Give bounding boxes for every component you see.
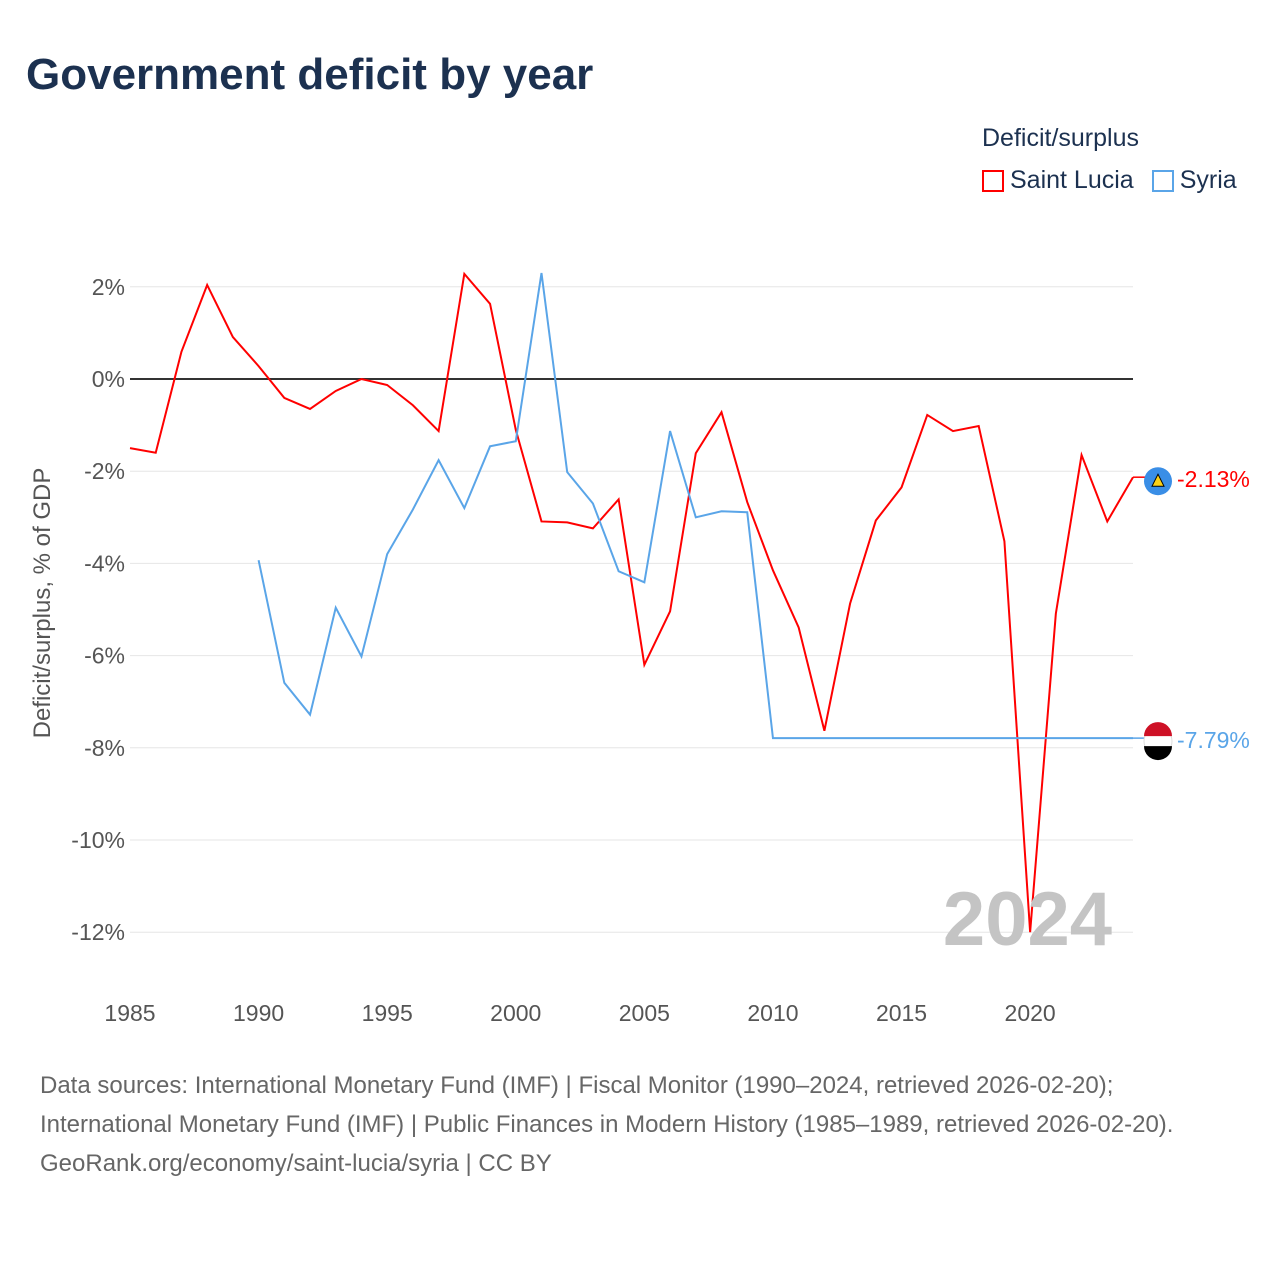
series-line-syria <box>257 272 1133 740</box>
y-tick-label: 0% <box>92 366 125 392</box>
y-axis-label: Deficit/surplus, % of GDP <box>29 468 56 739</box>
x-tick-label: 2005 <box>619 1000 670 1026</box>
series-line-saint-lucia <box>129 271 1134 933</box>
legend-title: Deficit/surplus <box>982 124 1139 152</box>
y-tick-label: -8% <box>84 735 125 761</box>
y-tick-label: -12% <box>71 919 125 945</box>
y-tick-label: 2% <box>92 274 125 300</box>
x-tick-label: 1990 <box>233 1000 284 1026</box>
x-tick-label: 2000 <box>490 1000 541 1026</box>
legend-item-saint-lucia[interactable]: Saint Lucia <box>982 166 1134 195</box>
year-watermark: 2024 <box>943 877 1112 962</box>
legend: Saint Lucia Syria <box>982 166 1237 195</box>
flag-red <box>1144 722 1172 737</box>
legend-label: Saint Lucia <box>1010 166 1134 194</box>
x-tick-label: 1985 <box>104 1000 155 1026</box>
page-title: Government deficit by year <box>26 50 594 99</box>
x-tick-label: 1995 <box>362 1000 413 1026</box>
legend-label: Syria <box>1179 166 1237 194</box>
end-value-label: -7.79% <box>1177 727 1250 753</box>
legend-item-syria[interactable]: Syria <box>1151 166 1237 195</box>
y-tick-label: -6% <box>84 643 125 669</box>
flag-black <box>1144 746 1172 761</box>
y-tick-label: -2% <box>84 458 125 484</box>
data-sources: Data sources: International Monetary Fun… <box>40 1072 1174 1138</box>
legend-swatch-syria <box>1151 169 1174 192</box>
x-tick-label: 2010 <box>747 1000 798 1026</box>
x-tick-label: 2015 <box>876 1000 927 1026</box>
y-tick-label: -4% <box>84 550 125 576</box>
x-tick-label: 2020 <box>1005 1000 1056 1026</box>
end-value-label: -2.13% <box>1177 466 1250 492</box>
plot-area: 2% 0% -2% -4% -6% -8% -10% -12% 1985 1990 1995 2000… <box>29 271 1250 1026</box>
source-note: Data sources: International Monetary Fun… <box>40 1066 1250 1183</box>
footer-link[interactable]: GeoRank.org/economy/saint-lucia/syria | … <box>40 1150 552 1177</box>
flag-triangle <box>1151 473 1165 487</box>
legend-swatch-saint-lucia <box>982 169 1004 192</box>
y-tick-label: -10% <box>71 827 125 853</box>
